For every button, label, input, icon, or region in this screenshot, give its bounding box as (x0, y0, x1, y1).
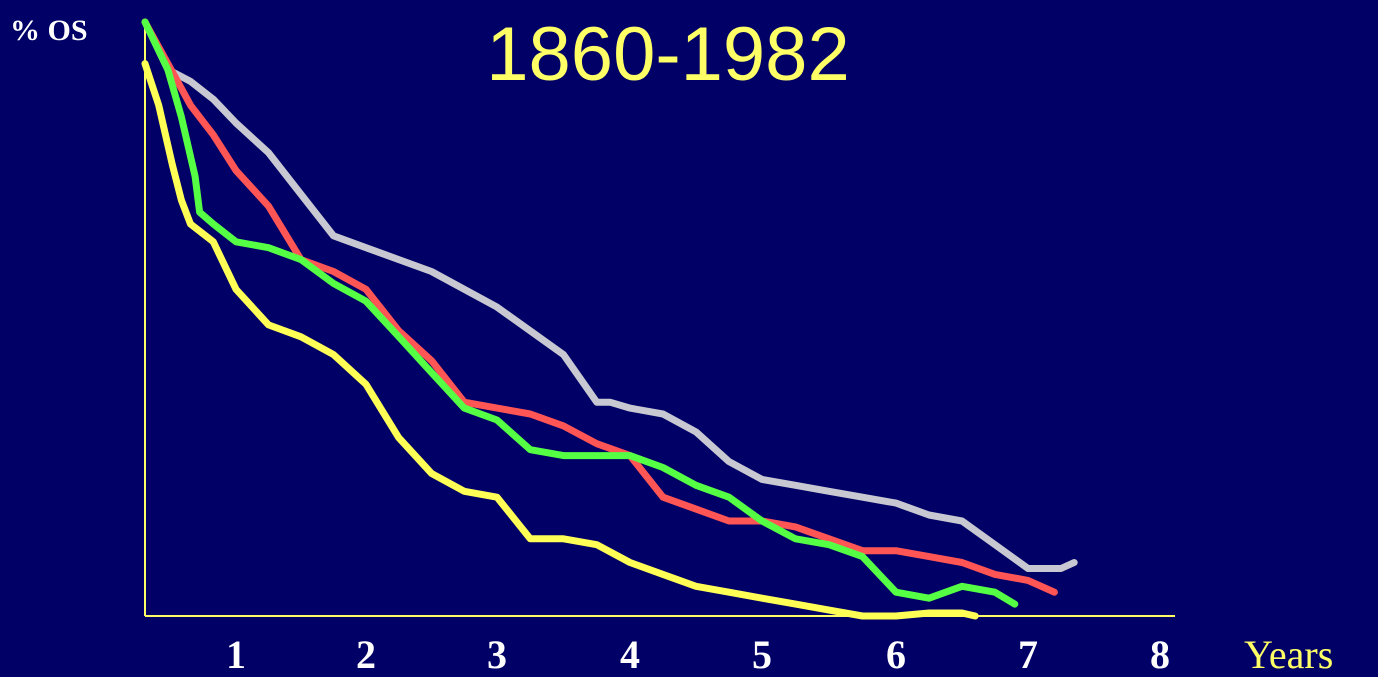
series-line-3 (141, 18, 1019, 608)
x-tick-label-8: 8 (1150, 632, 1170, 677)
x-axis-label: Years (1244, 632, 1333, 677)
series-lines (141, 18, 1078, 620)
x-tick-label-4: 4 (620, 632, 640, 677)
chart-title: 1860-1982 (486, 12, 849, 97)
x-tick-label-7: 7 (1018, 632, 1038, 677)
series-line-4 (141, 60, 979, 620)
x-ticks: 1 2 3 4 5 6 7 8 (226, 632, 1170, 677)
x-tick-label-1: 1 (226, 632, 246, 677)
x-tick-label-2: 2 (356, 632, 376, 677)
y-axis-label: % OS (10, 14, 88, 47)
series-line-1 (141, 18, 1078, 572)
x-tick-label-5: 5 (752, 632, 772, 677)
x-tick-label-3: 3 (487, 632, 507, 677)
series-line-2 (141, 18, 1058, 596)
x-tick-label-6: 6 (886, 632, 906, 677)
